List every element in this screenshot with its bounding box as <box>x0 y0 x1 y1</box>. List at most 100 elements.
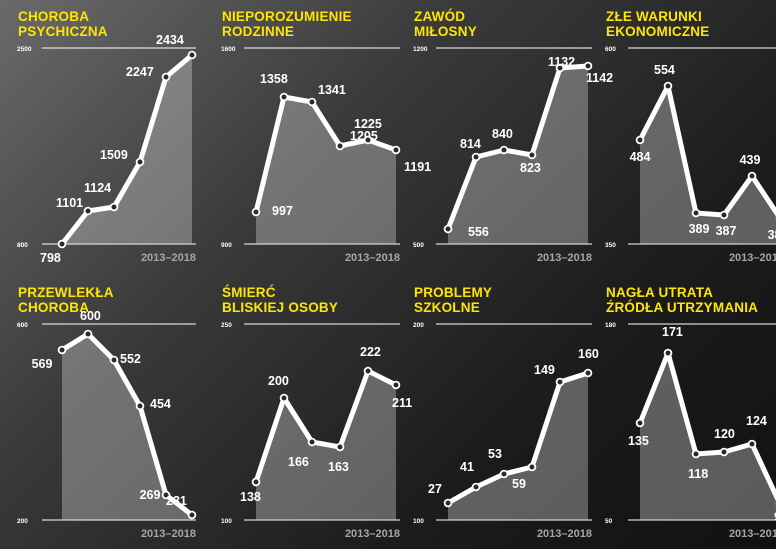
data-point <box>59 347 66 354</box>
data-point <box>281 395 288 402</box>
chart-svg: 250100138200166 1632222112013–2018 <box>204 276 394 548</box>
tick-label: 250 <box>221 322 232 329</box>
period-label: 2013–2018 <box>729 252 776 264</box>
data-point <box>281 94 288 101</box>
data-label: 1101 <box>56 196 83 210</box>
data-label: 163 <box>328 460 349 474</box>
data-label: 1341 <box>318 83 346 97</box>
data-point <box>337 143 344 150</box>
chart-panel-4: ZŁE WARUNKI EKONOMICZNE 600 350 484 554 389 387… <box>588 0 776 272</box>
data-label: 118 <box>688 467 708 481</box>
tick-label: 800 <box>17 242 28 249</box>
tick-label: 600 <box>17 322 28 329</box>
chart-svg: 18050135171118120124932013–2018 <box>588 276 776 548</box>
data-label: 823 <box>520 161 541 175</box>
data-point <box>721 212 728 219</box>
data-point <box>111 357 118 364</box>
data-label: 1358 <box>260 72 288 86</box>
data-label: 1132 <box>548 55 575 69</box>
data-label: 41 <box>460 460 474 474</box>
data-label: 484 <box>630 150 651 164</box>
period-label: 2013–2018 <box>537 252 592 264</box>
data-point <box>721 449 728 456</box>
period-label: 2013–2018 <box>729 528 776 540</box>
chart-panel-6: ŚMIERĆ BLISKIEJ OSOBY 250 100 138 200 166 163 22… <box>204 276 394 548</box>
data-point <box>337 444 344 451</box>
data-label: 798 <box>40 251 61 265</box>
data-label: 222 <box>360 345 381 359</box>
data-point <box>665 350 672 357</box>
data-label: 120 <box>714 427 735 441</box>
data-label: 2434 <box>156 33 184 47</box>
data-label: 569 <box>32 357 53 371</box>
tick-label: 50 <box>605 518 613 525</box>
data-point <box>365 137 372 144</box>
data-point <box>501 471 508 478</box>
data-point <box>59 241 66 248</box>
data-label: 552 <box>120 352 141 366</box>
tick-label: 180 <box>605 322 616 329</box>
data-point <box>473 154 480 161</box>
data-point <box>189 52 196 59</box>
data-point <box>111 204 118 211</box>
data-point <box>529 464 536 471</box>
data-label: 554 <box>654 63 675 77</box>
data-point <box>445 226 452 233</box>
data-label: 387 <box>716 224 737 238</box>
series-area <box>448 373 588 520</box>
chart-svg: 200 100 27 41 53 59 149 160 2013–2018 <box>396 276 586 548</box>
data-point <box>665 83 672 90</box>
data-label: 138 <box>240 490 261 504</box>
data-point <box>501 147 508 154</box>
chart-panel-8: NAGŁA UTRATA ŹRÓDŁA UTRZYMANIA 180 50 135 171… <box>588 276 776 548</box>
data-point <box>637 137 644 144</box>
data-label: 1509 <box>100 148 128 162</box>
chart-svg: 1200 500 556 814 840 823 1132 1142 2013–2018 <box>396 0 586 272</box>
data-label: 2247 <box>126 65 154 79</box>
data-point <box>163 74 170 81</box>
tick-label: 600 <box>605 46 616 53</box>
data-label: 59 <box>512 477 526 491</box>
data-label: 200 <box>268 374 289 388</box>
data-label: 840 <box>492 127 513 141</box>
period-label: 2013–2018 <box>345 252 400 264</box>
data-label: 166 <box>288 455 309 469</box>
data-label: 27 <box>428 482 442 496</box>
data-label: 53 <box>488 447 502 461</box>
tick-label: 1600 <box>221 46 236 53</box>
tick-label: 350 <box>605 242 616 249</box>
tick-label: 900 <box>221 242 232 249</box>
tick-label: 100 <box>221 518 232 525</box>
data-label: 389 <box>689 222 710 236</box>
tick-label: 200 <box>413 322 424 329</box>
data-point <box>473 484 480 491</box>
data-point <box>309 439 316 446</box>
tick-label: 200 <box>17 518 28 525</box>
data-point <box>557 379 564 386</box>
data-label: 1225 <box>354 117 382 131</box>
data-label: 269 <box>140 488 161 502</box>
data-point <box>253 479 260 486</box>
data-point <box>85 331 92 338</box>
data-label: 454 <box>150 397 171 411</box>
data-point <box>189 512 196 519</box>
chart-panel-1: CHOROBA PSYCHICZNA 2500 800 798 1101 1124 1509 2… <box>0 0 190 272</box>
data-label: 556 <box>468 225 489 239</box>
period-label: 2013–2018 <box>537 528 592 540</box>
data-point <box>749 441 756 448</box>
data-label: 383 <box>768 228 776 242</box>
chart-panel-5: PRZEWLEKŁA CHOROBA 600 200 569 600 552 454 269 23… <box>0 276 190 548</box>
data-point <box>85 208 92 215</box>
chart-svg: 600 350 484 554 389 387 439 383 2013–2018 <box>588 0 776 272</box>
data-label: 814 <box>460 137 481 151</box>
chart-panel-2: NIEPOROZUMIENIE RODZINNE 1600 900 997 1358 134… <box>204 0 394 272</box>
period-label: 2013–2018 <box>141 252 196 264</box>
data-point <box>693 451 700 458</box>
data-label: 171 <box>662 325 683 339</box>
data-point <box>309 99 316 106</box>
data-point <box>365 368 372 375</box>
data-label: 439 <box>740 153 761 167</box>
tick-label: 100 <box>413 518 424 525</box>
data-label: 1124 <box>84 181 111 195</box>
